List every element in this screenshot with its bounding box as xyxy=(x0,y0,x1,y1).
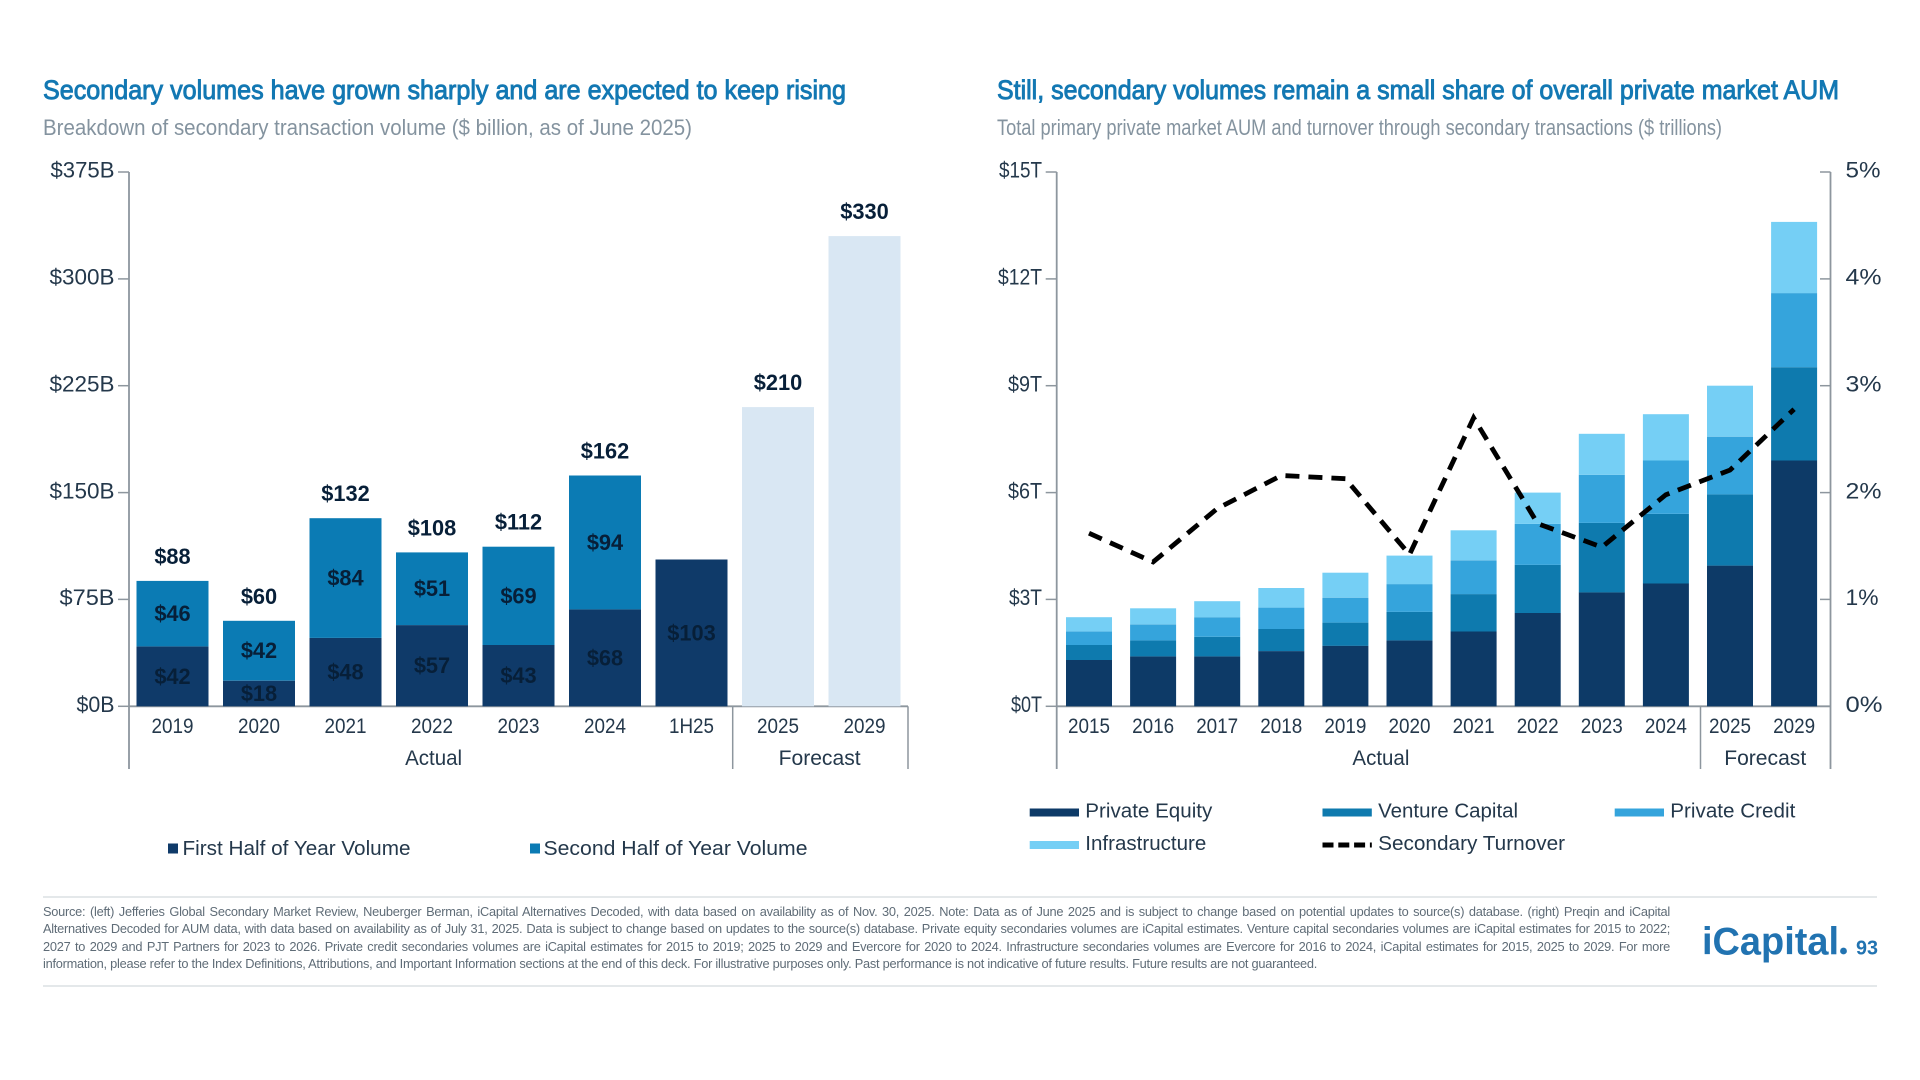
svg-text:2020: 2020 xyxy=(1389,715,1431,738)
svg-text:Infrastructure: Infrastructure xyxy=(1085,832,1206,855)
svg-text:0%: 0% xyxy=(1846,692,1883,717)
svg-text:2029: 2029 xyxy=(1773,715,1815,738)
svg-text:$225B: $225B xyxy=(50,371,115,396)
svg-text:1H25: 1H25 xyxy=(669,715,714,738)
svg-text:2018: 2018 xyxy=(1260,715,1302,738)
svg-text:iCapital: iCapital xyxy=(1702,921,1839,964)
svg-text:$69: $69 xyxy=(500,583,536,608)
svg-text:$103: $103 xyxy=(667,620,716,645)
svg-text:2015: 2015 xyxy=(1068,715,1110,738)
svg-text:2022: 2022 xyxy=(1517,715,1559,738)
svg-text:4%: 4% xyxy=(1846,265,1882,290)
svg-text:$42: $42 xyxy=(241,638,277,663)
svg-text:2019: 2019 xyxy=(1324,715,1366,738)
svg-text:$51: $51 xyxy=(414,576,450,601)
svg-text:2024: 2024 xyxy=(584,715,626,738)
svg-text:$75B: $75B xyxy=(60,585,115,610)
svg-text:$150B: $150B xyxy=(50,478,115,503)
svg-text:2017: 2017 xyxy=(1196,715,1238,738)
svg-text:Still, secondary volumes remai: Still, secondary volumes remain a small … xyxy=(997,75,1839,105)
svg-text:$88: $88 xyxy=(154,544,190,569)
svg-text:2025: 2025 xyxy=(1709,715,1751,738)
svg-text:$9T: $9T xyxy=(1008,371,1042,396)
svg-text:Breakdown of secondary transac: Breakdown of secondary transaction volum… xyxy=(43,115,692,140)
svg-text:Second Half of Year Volume: Second Half of Year Volume xyxy=(544,837,808,860)
svg-text:2024: 2024 xyxy=(1645,715,1687,738)
svg-text:Actual: Actual xyxy=(405,746,462,770)
svg-text:2%: 2% xyxy=(1846,478,1882,503)
svg-text:$15T: $15T xyxy=(999,158,1042,183)
svg-text:Secondary volumes have grown s: Secondary volumes have grown sharply and… xyxy=(43,75,846,105)
svg-text:Secondary Turnover: Secondary Turnover xyxy=(1378,832,1565,855)
svg-text:1%: 1% xyxy=(1846,585,1879,610)
svg-text:$0T: $0T xyxy=(1011,692,1042,717)
svg-text:$330: $330 xyxy=(840,199,889,224)
svg-text:2021: 2021 xyxy=(325,715,367,738)
svg-text:First Half of Year Volume: First Half of Year Volume xyxy=(183,837,411,860)
svg-text:$132: $132 xyxy=(321,481,370,506)
svg-text:$94: $94 xyxy=(587,530,623,555)
svg-text:2025: 2025 xyxy=(757,715,799,738)
svg-text:2022: 2022 xyxy=(411,715,453,738)
svg-text:$112: $112 xyxy=(495,510,542,535)
svg-text:$60: $60 xyxy=(241,584,277,609)
svg-text:$12T: $12T xyxy=(998,265,1042,290)
svg-text:Total primary private market A: Total primary private market AUM and tur… xyxy=(997,115,1722,140)
svg-text:2021: 2021 xyxy=(1453,715,1495,738)
svg-text:2016: 2016 xyxy=(1132,715,1174,738)
svg-text:2029: 2029 xyxy=(844,715,886,738)
svg-text:Venture Capital: Venture Capital xyxy=(1378,800,1518,823)
svg-text:$68: $68 xyxy=(587,645,623,670)
svg-text:93: 93 xyxy=(1856,938,1878,960)
svg-text:Actual: Actual xyxy=(1352,746,1409,770)
svg-text:$108: $108 xyxy=(408,515,457,540)
svg-text:$0B: $0B xyxy=(77,692,115,717)
svg-text:Forecast: Forecast xyxy=(779,746,861,770)
svg-text:2023: 2023 xyxy=(1581,715,1623,738)
svg-text:$6T: $6T xyxy=(1008,478,1042,503)
svg-text:$3T: $3T xyxy=(1009,585,1042,610)
svg-text:$57: $57 xyxy=(414,653,450,678)
svg-text:$42: $42 xyxy=(154,664,190,689)
svg-text:2023: 2023 xyxy=(498,715,540,738)
svg-text:Forecast: Forecast xyxy=(1724,746,1806,770)
svg-text:$84: $84 xyxy=(327,566,363,591)
svg-text:2020: 2020 xyxy=(238,715,280,738)
svg-text:$43: $43 xyxy=(500,663,536,688)
svg-text:2019: 2019 xyxy=(152,715,194,738)
svg-text:$162: $162 xyxy=(581,439,630,464)
svg-text:Private Credit: Private Credit xyxy=(1670,800,1795,823)
svg-text:Private Equity: Private Equity xyxy=(1085,800,1213,823)
svg-text:$46: $46 xyxy=(154,601,190,626)
svg-text:3%: 3% xyxy=(1846,371,1882,396)
svg-text:$300B: $300B xyxy=(50,265,115,290)
svg-text:$18: $18 xyxy=(241,681,277,706)
svg-text:$48: $48 xyxy=(327,660,363,685)
svg-text:5%: 5% xyxy=(1846,158,1881,183)
svg-text:$210: $210 xyxy=(754,370,803,395)
svg-text:$375B: $375B xyxy=(51,158,115,183)
